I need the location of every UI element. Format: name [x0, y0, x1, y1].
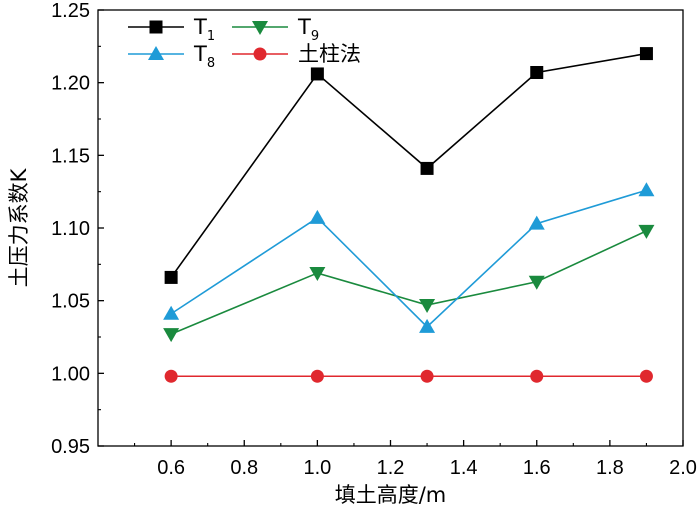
legend-subscript: 1	[207, 29, 215, 44]
legend-label: T9	[297, 15, 319, 44]
data-point	[639, 369, 653, 383]
legend-label: T1	[193, 15, 215, 44]
y-tick-label: 1.15	[51, 145, 90, 167]
legend-subscript: 9	[311, 29, 319, 44]
data-point	[639, 47, 653, 61]
data-point	[420, 369, 434, 383]
y-tick-label: 1.00	[51, 363, 90, 385]
y-tick-label: 1.05	[51, 291, 90, 313]
x-ticks: 0.6 0.8 1.0 1.2 1.4 1.6 1.8 2.0	[134, 440, 697, 479]
x-tick-label: 0.8	[230, 457, 258, 479]
x-tick-label: 1.2	[377, 457, 405, 479]
x-tick-label: 2.0	[669, 457, 697, 479]
y-tick-label: 1.10	[51, 218, 90, 240]
y-axis-label: 土压力系数K	[7, 167, 31, 287]
legend-item: 土柱法	[232, 42, 361, 66]
data-point	[164, 369, 178, 383]
data-point	[419, 299, 436, 314]
plot-frame	[97, 9, 684, 447]
legend-marker	[149, 20, 163, 34]
series-0	[164, 47, 653, 284]
data-point	[419, 318, 436, 333]
y-tick-label: 1.25	[51, 0, 90, 22]
y-tick-label: 1.20	[51, 73, 90, 95]
legend-item: T9	[232, 15, 319, 44]
series-line	[170, 230, 647, 335]
data-point	[420, 161, 434, 175]
legend-label: 土柱法	[298, 42, 361, 66]
data-point	[530, 369, 544, 383]
data-point	[309, 209, 326, 224]
x-tick-label: 1.4	[450, 457, 478, 479]
series-line	[170, 189, 647, 328]
data-point	[164, 270, 178, 284]
legend-item: T1	[128, 15, 215, 44]
x-tick-label: 1.8	[596, 457, 624, 479]
x-tick-label: 0.6	[157, 457, 185, 479]
data-point	[163, 305, 180, 320]
x-axis-label: 填土高度/m	[335, 483, 447, 507]
y-ticks: 0.95 1.00 1.05 1.10 1.15 1.20 1.25	[51, 0, 104, 458]
series-1	[163, 182, 655, 333]
legend-marker	[148, 46, 164, 60]
data-point	[530, 65, 544, 79]
x-tick-label: 1.6	[523, 457, 551, 479]
data-point	[310, 369, 324, 383]
x-tick-label: 1.0	[303, 457, 331, 479]
series-line	[170, 52, 647, 278]
y-tick-label: 0.95	[51, 436, 90, 458]
data-point	[638, 224, 655, 239]
series-2	[163, 224, 655, 343]
legend-item: T8	[128, 42, 215, 71]
data-point	[163, 328, 180, 343]
legend-marker	[252, 21, 268, 35]
data-point	[309, 267, 326, 282]
data-point	[638, 182, 655, 197]
legend: T1 T9 T8 土柱法	[128, 15, 361, 71]
legend-label: T8	[193, 42, 215, 71]
series-3	[164, 369, 653, 383]
data-point	[528, 215, 545, 230]
plot-area	[163, 47, 655, 383]
legend-subscript: 8	[207, 56, 215, 71]
data-point	[310, 67, 324, 81]
legend-marker	[253, 47, 267, 61]
data-point	[528, 275, 545, 290]
